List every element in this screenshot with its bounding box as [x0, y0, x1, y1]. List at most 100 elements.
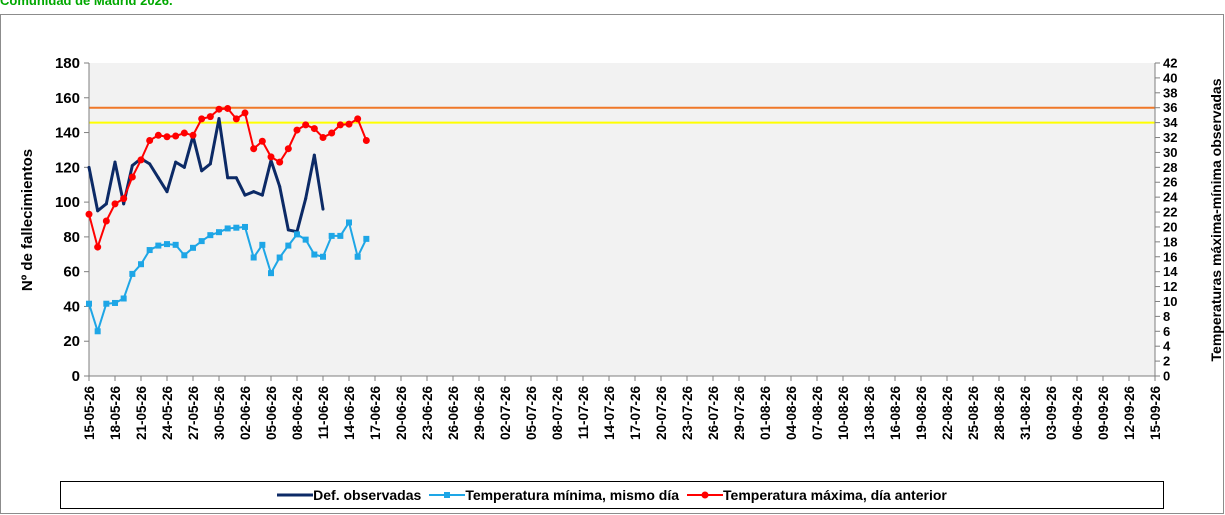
data-point: [320, 253, 326, 260]
x-tick-label: 25-08-26: [966, 386, 981, 441]
y2-tick-label: 36: [1163, 100, 1177, 115]
y2-tick-label: 30: [1163, 145, 1177, 160]
data-point: [286, 228, 290, 232]
x-axis-ticks: 15-05-26 18-05-26 21-05-26 24-05-26 27-05-26…: [82, 376, 1163, 440]
y-axis-label: Nº de fallecimientos: [19, 149, 36, 291]
data-point: [104, 202, 108, 206]
x-tick-label: 14-06-26: [342, 386, 357, 441]
x-tick-label: 12-09-26: [1122, 386, 1137, 441]
x-tick-label: 11-06-26: [316, 386, 331, 440]
data-point: [276, 254, 283, 261]
page-title: Comunidad de Madrid 2026.: [0, 0, 173, 8]
data-point: [319, 134, 327, 142]
y2-tick-label: 20: [1163, 219, 1177, 234]
y2-tick-label: 32: [1163, 130, 1177, 145]
data-point: [85, 210, 93, 218]
data-point: [278, 184, 282, 188]
y2-tick-label: 38: [1163, 85, 1177, 100]
data-point: [138, 261, 144, 268]
x-tick-label: 27-05-26: [186, 386, 201, 441]
x-tick-label: 07-08-26: [810, 386, 825, 441]
data-point: [190, 244, 196, 251]
data-point: [122, 202, 126, 206]
data-point: [241, 109, 249, 117]
data-point: [189, 131, 197, 139]
y2-tick-label: 34: [1163, 115, 1178, 130]
data-point: [259, 241, 266, 248]
data-point: [242, 223, 248, 230]
data-point: [200, 169, 204, 173]
y-tick-label: 80: [63, 229, 80, 246]
data-point: [250, 254, 257, 261]
data-point: [215, 105, 223, 113]
data-point: [181, 252, 188, 259]
data-point: [208, 162, 212, 166]
threshold-lines: [89, 106, 1155, 124]
data-point: [172, 241, 179, 248]
y-tick-label: 0: [72, 368, 80, 385]
data-point: [293, 126, 301, 134]
y-tick-label: 100: [55, 194, 80, 211]
data-point: [206, 113, 214, 121]
data-point: [164, 241, 170, 248]
data-point: [354, 253, 361, 260]
data-point: [294, 231, 300, 238]
data-point: [252, 190, 256, 194]
data-point: [155, 242, 162, 249]
x-tick-label: 20-06-26: [394, 386, 409, 441]
y-tick-label: 140: [55, 125, 80, 142]
x-tick-label: 08-07-26: [550, 386, 565, 441]
y2-tick-label: 2: [1163, 354, 1170, 369]
x-tick-label: 03-09-26: [1044, 386, 1059, 441]
data-point: [120, 195, 128, 203]
x-tick-label: 18-05-26: [108, 386, 123, 441]
data-point: [217, 117, 221, 121]
data-point: [87, 165, 91, 169]
legend-item-min-temp: Temperatura mínima, mismo día: [429, 487, 679, 503]
data-point: [146, 247, 153, 254]
data-point: [311, 251, 318, 258]
data-point: [172, 132, 180, 140]
y2-tick-label: 0: [1163, 369, 1170, 384]
x-tick-label: 05-07-26: [524, 386, 539, 441]
y2-tick-label: 22: [1163, 205, 1177, 220]
data-point: [86, 300, 92, 307]
data-point: [224, 104, 232, 112]
y2-tick-label: 8: [1163, 309, 1170, 324]
data-point: [165, 190, 169, 194]
data-point: [336, 121, 344, 129]
data-point: [113, 160, 117, 164]
data-point: [96, 209, 100, 213]
y2-tick-label: 24: [1163, 190, 1178, 205]
y2-tick-label: 4: [1163, 339, 1171, 354]
legend-line-min-temp: [429, 492, 466, 498]
legend-line-deaths: [277, 493, 314, 497]
data-point: [268, 270, 274, 277]
data-point: [310, 125, 318, 133]
data-point: [232, 115, 240, 123]
data-point: [267, 153, 275, 161]
y-tick-label: 40: [63, 298, 80, 315]
data-point: [120, 295, 127, 302]
x-tick-label: 01-08-26: [758, 386, 773, 441]
data-point: [198, 238, 205, 245]
legend-line-max-temp: [687, 491, 724, 499]
data-point: [130, 164, 134, 168]
y2-tick-label: 12: [1163, 279, 1177, 294]
x-tick-label: 11-07-26: [576, 386, 591, 440]
y2-tick-label: 18: [1163, 234, 1177, 249]
data-point: [233, 224, 240, 231]
y2-tick-label: 28: [1163, 160, 1177, 175]
x-tick-label: 26-06-26: [446, 386, 461, 441]
y2-tick-label: 40: [1163, 70, 1177, 85]
x-tick-label: 02-07-26: [498, 386, 513, 441]
data-point: [276, 158, 284, 166]
data-point: [260, 193, 264, 197]
data-point: [250, 145, 258, 153]
legend-item-max-temp: Temperatura máxima, día anterior: [687, 487, 947, 503]
y-tick-label: 180: [55, 55, 80, 72]
data-point: [234, 176, 238, 180]
data-point: [302, 121, 310, 129]
data-point: [328, 232, 335, 239]
